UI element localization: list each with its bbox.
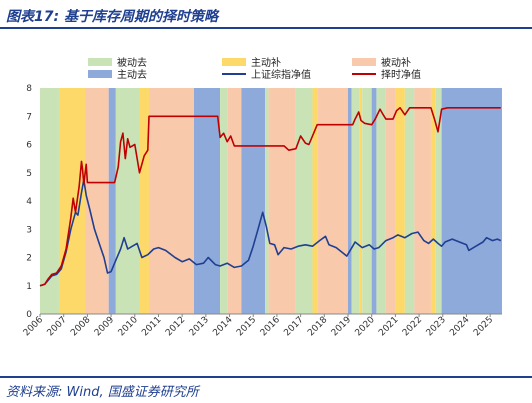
regime-band-active-restock	[58, 88, 86, 314]
regime-band-passive-destock	[435, 88, 442, 314]
regime-band-passive-destock	[220, 88, 228, 314]
series-line-index-nav	[39, 179, 502, 287]
regime-band-passive-restock	[317, 88, 348, 314]
series-line-timing-nav	[39, 107, 501, 287]
regime-band-passive-destock	[265, 88, 269, 314]
regime-band-passive-restock	[414, 88, 431, 314]
legend-label-passive-destock: 被动去	[117, 56, 147, 69]
legend-label-passive-restock: 被动补	[381, 56, 411, 69]
regime-band-active-restock	[312, 88, 318, 314]
y-tick-label: 7	[26, 112, 32, 122]
regime-band-active-restock	[359, 88, 363, 314]
x-tick-label: 2017	[282, 315, 305, 338]
y-tick-label: 8	[26, 84, 32, 94]
regime-band-active-destock	[108, 88, 116, 314]
regime-bands	[40, 88, 502, 314]
y-tick-label: 6	[26, 141, 32, 151]
nav-lines	[39, 107, 502, 287]
regime-band-active-destock	[441, 88, 502, 314]
x-tick-label: 2009	[93, 315, 116, 338]
title-underline	[0, 27, 532, 29]
x-tick-label: 2010	[117, 315, 140, 338]
x-tick-label: 2014	[211, 315, 234, 338]
x-tick-label: 2013	[188, 315, 211, 338]
regime-band-passive-destock	[40, 88, 59, 314]
x-tick-label: 2024	[448, 315, 471, 338]
legend-swatch-active-destock	[88, 70, 112, 78]
x-tick-label: 2015	[235, 315, 258, 338]
regime-band-active-restock	[139, 88, 149, 314]
legend-swatch-passive-destock	[88, 58, 112, 66]
y-tick-label: 2	[26, 254, 32, 264]
legend-swatch-passive-restock	[352, 58, 376, 66]
regime-band-passive-destock	[351, 88, 360, 314]
regime-band-passive-destock	[376, 88, 386, 314]
regime-band-active-destock	[241, 88, 266, 314]
regime-band-passive-destock	[115, 88, 140, 314]
y-tick-label: 0	[26, 310, 32, 320]
legend-label-active-destock: 主动去	[117, 69, 147, 81]
x-tick-label: 2016	[259, 315, 282, 338]
regime-band-passive-restock	[85, 88, 109, 314]
regime-band-active-restock	[430, 88, 436, 314]
x-tick-label: 2022	[401, 315, 424, 338]
x-tick-label: 2011	[140, 315, 163, 338]
x-tick-label: 2020	[354, 315, 377, 338]
x-tick-label: 2019	[330, 315, 353, 338]
regime-band-passive-destock	[362, 88, 372, 314]
y-tick-label: 1	[26, 282, 32, 292]
x-tick-label: 2023	[425, 315, 448, 338]
regime-band-passive-restock	[268, 88, 296, 314]
legend-swatch-active-restock	[222, 58, 246, 66]
regime-band-active-restock	[395, 88, 405, 314]
regime-band-active-destock	[371, 88, 377, 314]
y-tick-label: 4	[26, 197, 32, 207]
x-tick-label: 2021	[377, 315, 400, 338]
source-note: 资料来源: Wind, 国盛证券研究所	[6, 385, 199, 400]
regime-band-passive-restock	[148, 88, 194, 314]
source-rule	[0, 376, 532, 378]
legend-label-index-nav: 上证综指净值	[251, 68, 311, 81]
y-tick-label: 3	[26, 225, 32, 235]
regime-band-passive-destock	[295, 88, 313, 314]
x-tick-label: 2012	[164, 315, 187, 338]
x-tick-label: 2007	[46, 315, 69, 338]
x-tick-label: 2008	[69, 315, 92, 338]
legend-label-active-restock: 主动补	[251, 56, 281, 69]
regime-band-passive-restock	[385, 88, 396, 314]
x-tick-label: 2018	[306, 315, 329, 338]
regime-band-passive-restock	[227, 88, 242, 314]
x-tick-label: 2025	[472, 315, 495, 338]
regime-band-active-destock	[348, 88, 352, 314]
figure-title: 图表17: 基于库存周期的择时策略	[6, 9, 218, 25]
legend-label-timing-nav: 择时净值	[381, 68, 421, 81]
regime-band-active-destock	[194, 88, 221, 314]
regime-band-passive-destock	[404, 88, 415, 314]
y-tick-label: 5	[26, 169, 32, 179]
